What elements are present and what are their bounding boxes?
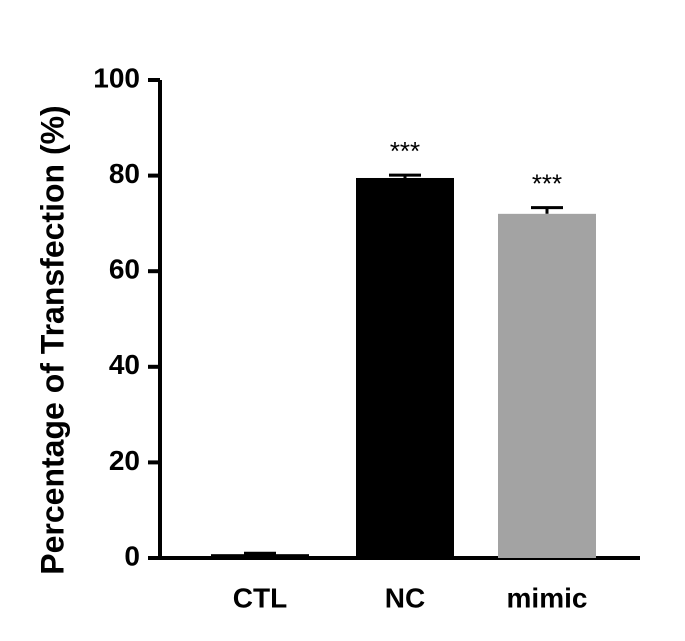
y-tick-label: 100 (93, 62, 140, 93)
y-axis-label: Percentage of Transfection (%) (34, 105, 70, 574)
y-tick-label: 0 (124, 540, 140, 571)
x-tick-label: mimic (507, 582, 588, 613)
y-tick-label: 60 (109, 254, 140, 285)
significance-label: *** (532, 169, 562, 199)
x-tick-label: CTL (233, 582, 287, 613)
bar (498, 213, 596, 558)
y-tick-label: 40 (109, 349, 140, 380)
y-tick-label: 80 (109, 158, 140, 189)
y-tick-label: 20 (109, 445, 140, 476)
bar (211, 554, 309, 558)
x-tick-label: NC (385, 582, 425, 613)
significance-label: *** (390, 136, 420, 166)
bar (356, 177, 454, 559)
